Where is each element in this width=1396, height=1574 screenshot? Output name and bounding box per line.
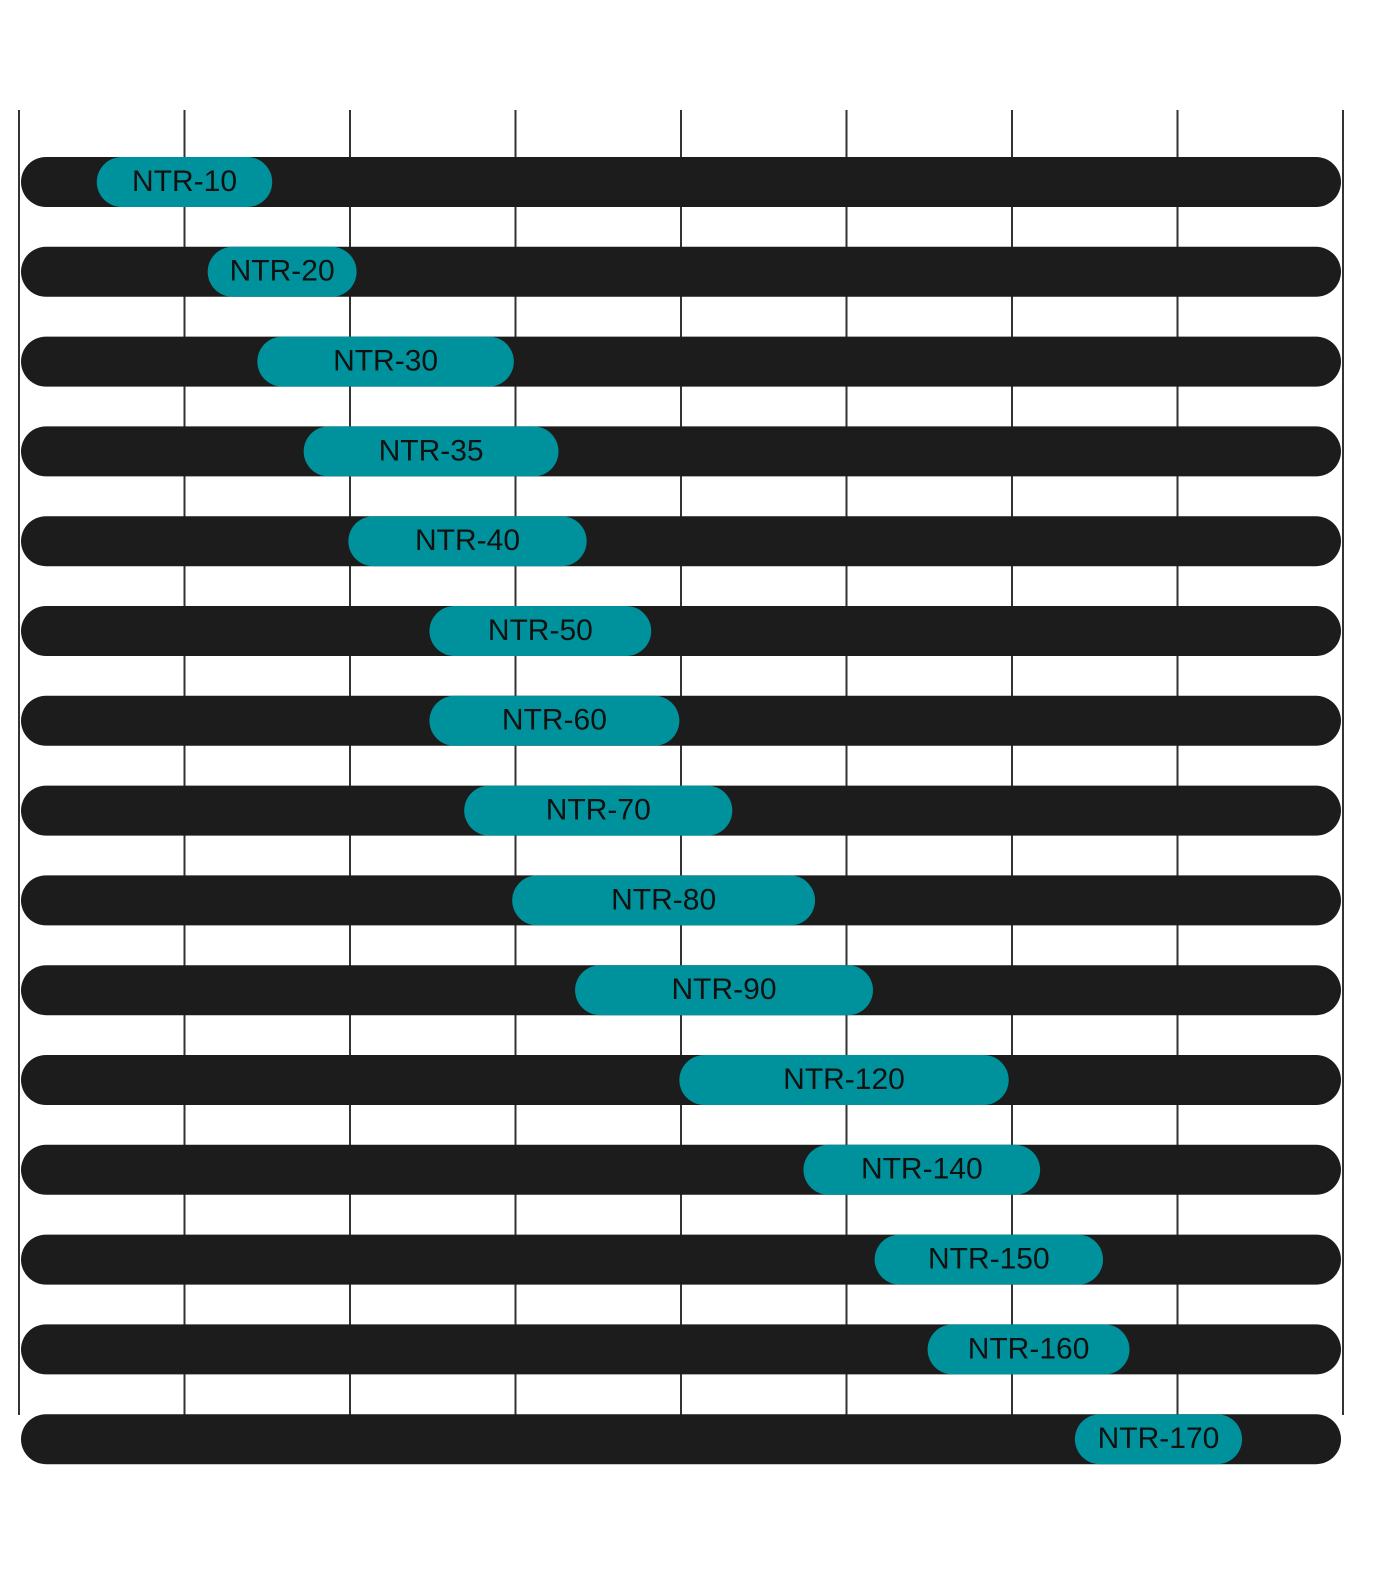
range-ntr-90 [575, 965, 873, 1016]
label-ntr-60: NTR-60 [502, 704, 607, 737]
label-ntr-140: NTR-140 [861, 1153, 983, 1186]
track-ntr-40 [21, 516, 1341, 567]
range-ntr-50 [429, 606, 652, 656]
track-ntr-60 [21, 695, 1341, 746]
label-ntr-10: NTR-10 [132, 165, 237, 198]
track-ntr-10 [21, 157, 1341, 207]
range-ntr-20 [207, 246, 357, 297]
range-ntr-35 [303, 426, 559, 477]
range-ntr-60 [429, 695, 680, 746]
label-ntr-30: NTR-30 [333, 345, 438, 378]
label-ntr-160: NTR-160 [968, 1332, 1090, 1365]
track-ntr-50 [21, 606, 1341, 656]
label-ntr-70: NTR-70 [546, 794, 651, 827]
label-ntr-170: NTR-170 [1098, 1422, 1220, 1455]
track-ntr-160 [21, 1324, 1341, 1375]
range-ntr-70 [464, 785, 733, 836]
range-ntr-10 [96, 157, 273, 207]
label-ntr-20: NTR-20 [230, 255, 335, 288]
label-ntr-90: NTR-90 [672, 973, 777, 1006]
label-ntr-50: NTR-50 [488, 614, 593, 647]
track-ntr-150 [21, 1234, 1341, 1285]
range-ntr-170 [1074, 1414, 1243, 1465]
range-labels: NTR-10 NTR-20 NTR-30 NTR-35 NTR-40 NTR-50 NTR-… [132, 165, 1219, 1455]
track-ntr-35 [21, 426, 1341, 477]
range-ntr-160 [927, 1324, 1130, 1375]
range-ntr-30 [257, 336, 514, 387]
range-ntr-40 [348, 516, 587, 567]
label-ntr-150: NTR-150 [928, 1243, 1050, 1276]
grid-lines [18, 110, 1344, 1415]
label-ntr-40: NTR-40 [415, 524, 520, 557]
range-ntr-150 [874, 1234, 1104, 1285]
label-ntr-120: NTR-120 [783, 1063, 905, 1096]
track-ntr-30 [21, 336, 1341, 387]
track-ntr-170 [21, 1414, 1341, 1465]
label-ntr-80: NTR-80 [611, 883, 716, 916]
range-ntr-140 [803, 1144, 1041, 1195]
track-ntr-140 [21, 1144, 1341, 1195]
label-ntr-35: NTR-35 [379, 434, 484, 467]
range-pills [96, 157, 1243, 1465]
range-ntr-120 [679, 1055, 1009, 1105]
range-ntr-80 [512, 875, 816, 926]
